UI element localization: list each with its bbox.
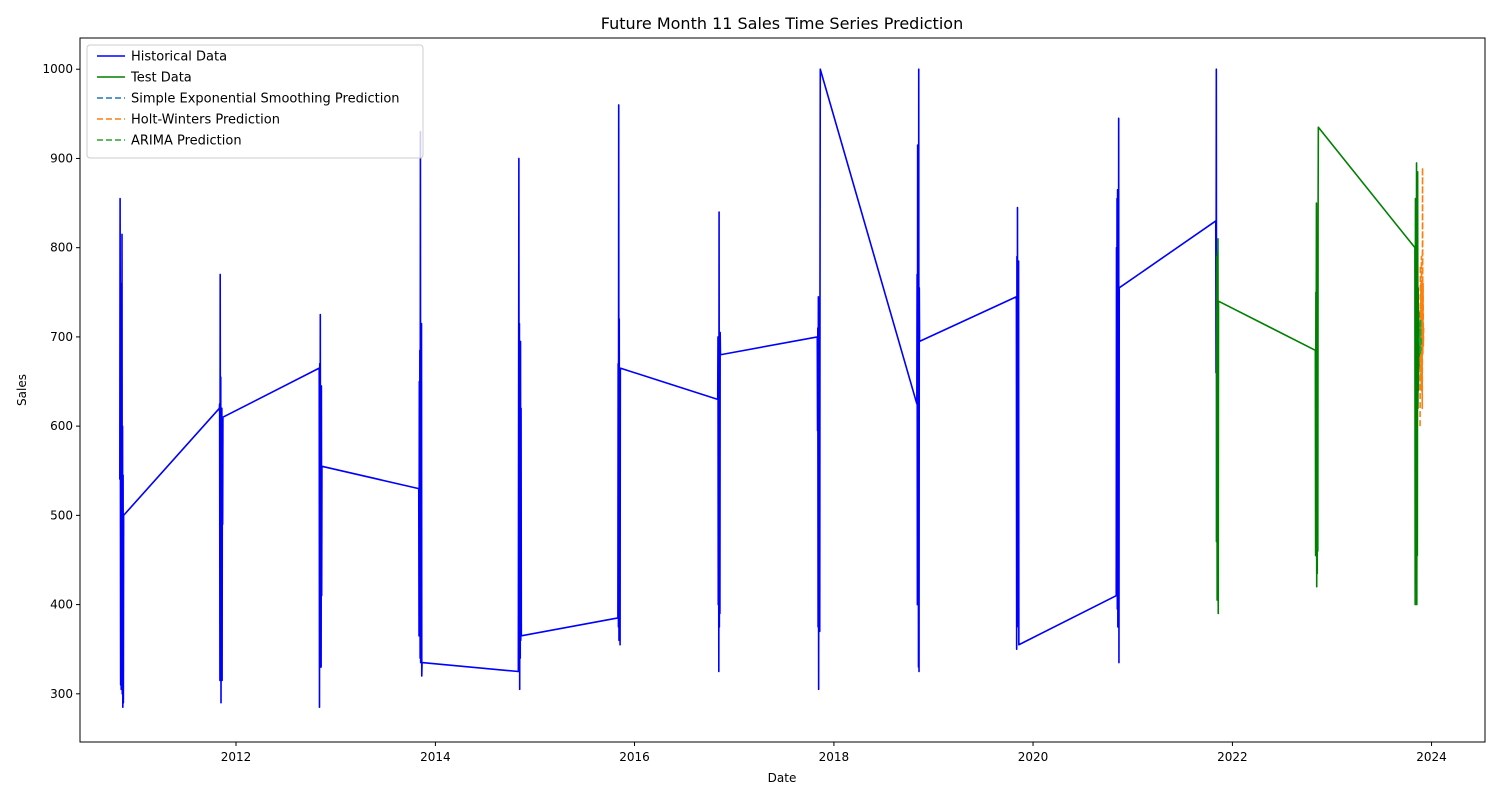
x-tick-label: 2024: [1416, 750, 1447, 764]
x-tick-label: 2020: [1018, 750, 1049, 764]
legend-label-test-data: Test Data: [130, 71, 192, 86]
x-axis: 2012 2014 2016 2018 2020 2022 2024: [221, 742, 1447, 764]
x-tick-label: 2014: [420, 750, 451, 764]
y-tick-label: 1000: [42, 62, 73, 76]
y-tick-label: 700: [50, 330, 73, 344]
series-line-arima-prediction: [1418, 318, 1423, 356]
plot-frame: [79, 37, 1486, 743]
legend-label-arima-prediction: ARIMA Prediction: [131, 134, 242, 149]
y-tick-label: 600: [50, 419, 73, 433]
plot-data-layer: [119, 68, 1425, 708]
legend-label-historical-data: Historical Data: [131, 50, 227, 65]
y-tick-label: 900: [50, 151, 73, 165]
y-axis-title: Sales: [15, 374, 29, 406]
legend-label-simple-exponential-smoothing-prediction: Simple Exponential Smoothing Prediction: [131, 92, 400, 107]
y-axis: 300 400 500 600 700 800 900 1000: [42, 62, 80, 701]
series-line-historical-data: [119, 68, 1218, 708]
chart-title: Future Month 11 Sales Time Series Predic…: [601, 14, 963, 33]
x-tick-label: 2012: [221, 750, 252, 764]
x-tick-label: 2018: [819, 750, 850, 764]
x-tick-label: 2022: [1217, 750, 1248, 764]
y-tick-label: 400: [50, 598, 73, 612]
legend-label-holt-winters-prediction: Holt-Winters Prediction: [131, 113, 280, 128]
y-tick-label: 800: [50, 241, 73, 255]
y-tick-label: 500: [50, 508, 73, 522]
legend: Historical Data Test Data Simple Exponenti…: [86, 44, 424, 159]
y-tick-label: 300: [50, 687, 73, 701]
x-tick-label: 2016: [619, 750, 650, 764]
series-line-test-data: [1215, 126, 1421, 615]
legend-box: [86, 44, 424, 159]
x-axis-title: Date: [768, 771, 797, 785]
